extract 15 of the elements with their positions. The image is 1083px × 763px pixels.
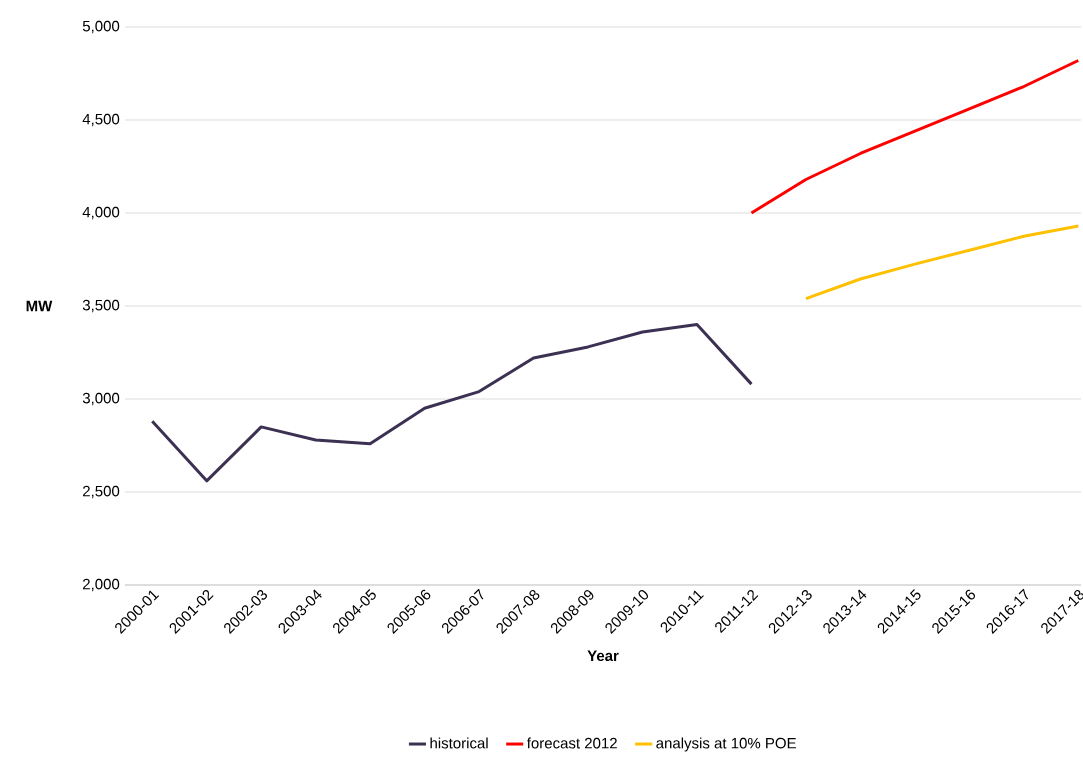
y-tick-label: 2,000 (83, 578, 120, 592)
y-tick-label: 4,500 (82, 113, 120, 127)
line-series (804, 224, 1080, 301)
line-series (150, 323, 753, 483)
legend-label: forecast 2012 (526, 737, 617, 749)
legend-label: analysis at 10% POE (656, 737, 796, 752)
y-tick-label: 4,000 (82, 206, 120, 220)
y-tick-label: 2,500 (83, 485, 120, 499)
x-axis-title: Year (587, 650, 619, 662)
y-tick-label: 3,500 (82, 299, 120, 313)
y-tick-label: 3,000 (82, 392, 120, 406)
y-axis-title: MW (26, 300, 53, 312)
legend-label: historical (430, 737, 488, 749)
y-tick-label: 5,000 (82, 20, 120, 34)
line-series (749, 58, 1080, 215)
